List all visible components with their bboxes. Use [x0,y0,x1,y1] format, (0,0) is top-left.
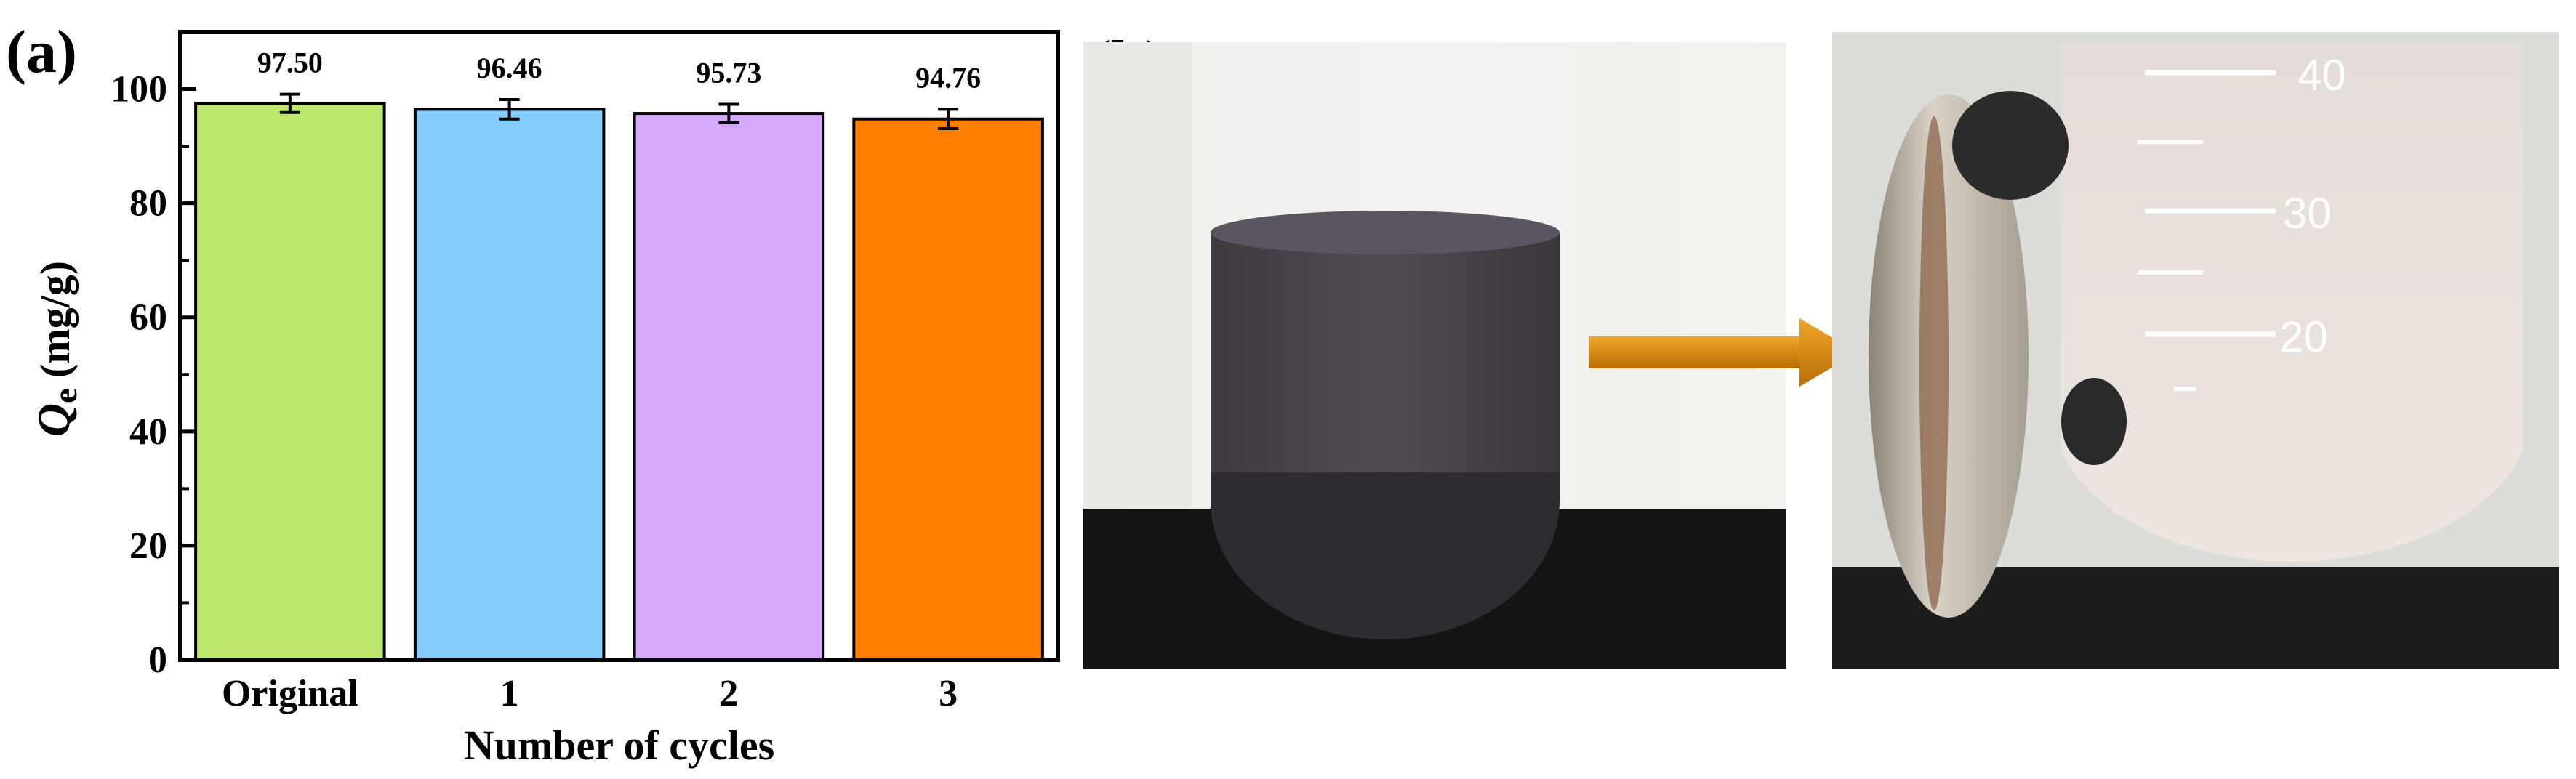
y-tick-label: 60 [129,297,167,339]
y-tick-label: 0 [148,639,167,681]
bar-1 [413,108,606,662]
bar-0 [194,102,386,661]
data-label: 94.76 [915,61,981,94]
chart-labels: 0 20 40 60 80 100 97.50 Original 96.46 1 95.73 2 94.… [28,47,981,769]
x-axis-label: Number of cycles [464,722,774,769]
y-tick-label: 40 [129,411,167,453]
plot-frame [178,30,1060,662]
y-axis-label-symbol: Q [28,403,79,437]
bar-3 [852,117,1044,662]
y-tick-label: 20 [129,525,167,567]
bar-2 [633,112,825,662]
x-tick-label: 1 [500,673,519,714]
x-tick-label: Original [222,673,358,714]
y-axis-label-subscript: e [47,388,84,403]
data-label: 96.46 [477,52,542,84]
chart-axes [178,30,1060,662]
panel-a-label: (a) [6,18,77,86]
x-tick-label: 2 [719,673,738,714]
x-tick-label: 3 [939,673,958,714]
y-tick-label: 80 [129,183,167,225]
bar-series [194,92,1044,662]
y-axis-label: Qe (mg/g) [28,261,84,437]
y-tick-label: 100 [111,69,167,110]
data-label: 95.73 [696,57,761,89]
y-axis-label-unit: (mg/g) [31,261,79,389]
data-label: 97.50 [257,47,323,79]
